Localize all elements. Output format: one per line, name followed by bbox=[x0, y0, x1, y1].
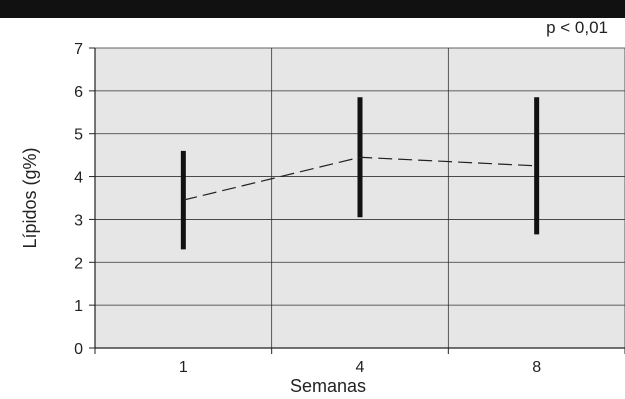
y-axis-ticks: 0 1 2 3 4 5 6 7 bbox=[74, 41, 95, 358]
y-tick-label: 6 bbox=[74, 84, 83, 101]
series-lines bbox=[183, 156, 537, 201]
x-axis-ticks: 1 4 8 bbox=[94, 348, 625, 376]
p-value-annotation: p < 0,01 bbox=[546, 18, 608, 37]
y-tick-label: 7 bbox=[74, 41, 83, 58]
x-tick-label: 4 bbox=[356, 359, 365, 376]
y-tick-label: 4 bbox=[74, 170, 83, 187]
x-tick-label: 1 bbox=[179, 359, 188, 376]
y-tick-label: 2 bbox=[74, 255, 83, 272]
y-axis-label: Lípidos (g%) bbox=[20, 147, 40, 248]
x-tick-label: 8 bbox=[532, 359, 541, 376]
y-tick-label: 5 bbox=[74, 127, 83, 144]
y-tick-label: 3 bbox=[74, 212, 83, 229]
y-tick-label: 0 bbox=[74, 341, 83, 358]
axes bbox=[94, 48, 625, 349]
x-axis-label: Semanas bbox=[290, 376, 366, 396]
y-tick-label: 1 bbox=[74, 298, 83, 315]
header-bar bbox=[0, 0, 625, 18]
series-line bbox=[183, 156, 537, 201]
